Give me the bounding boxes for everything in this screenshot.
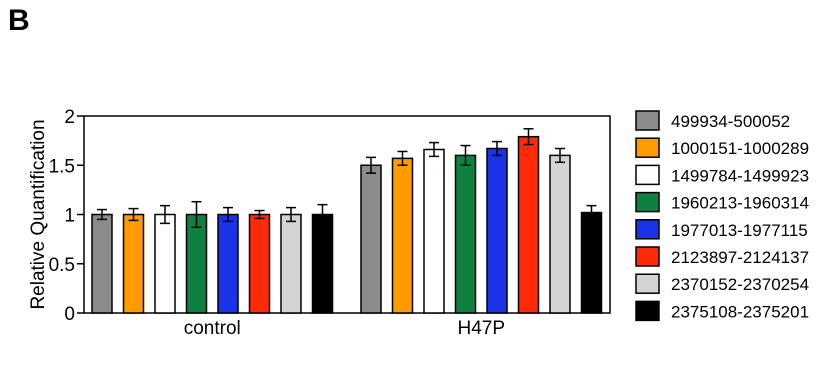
bar (454, 154, 477, 314)
legend: 499934-500052 1000151-1000289 1499784-1499… (635, 110, 809, 322)
legend-label: 2375108-2375201 (671, 302, 809, 321)
legend-swatch (635, 273, 660, 294)
legend-label: 1000151-1000289 (671, 139, 809, 158)
category-label: H47P (457, 318, 505, 339)
bar (122, 213, 145, 314)
legend-label: 2370152-2370254 (671, 275, 809, 294)
bar (423, 148, 445, 314)
bar (280, 213, 302, 314)
bar (391, 157, 414, 314)
legend-label: 1977013-1977115 (671, 221, 808, 240)
bar (486, 147, 508, 314)
bar (154, 213, 176, 314)
legend-swatch (635, 164, 660, 186)
legend-swatch (635, 300, 660, 322)
bar (311, 213, 334, 314)
legend-label: 499934-500052 (671, 112, 790, 131)
category-label: control (184, 318, 241, 339)
legend-label: 1499784-1499923 (671, 166, 809, 185)
y-tick-label: 2 (64, 107, 75, 128)
legend-swatch (635, 219, 660, 240)
bar (91, 213, 113, 314)
bar (185, 213, 208, 314)
bar (217, 213, 239, 314)
y-axis-label: Relative Quantification (28, 119, 49, 309)
bar (549, 154, 571, 314)
legend-swatch (635, 137, 660, 158)
y-tick-label: 0.5 (49, 255, 75, 276)
legend-label: 2123897-2124137 (671, 248, 809, 267)
legend-swatch (635, 246, 660, 267)
y-tick-label: 1.5 (49, 156, 75, 177)
legend-swatch (635, 191, 660, 213)
bar (517, 135, 540, 314)
panel-label: B (8, 4, 30, 37)
legend-label: 1960213-1960314 (671, 194, 809, 213)
plot-area: 0 0.5 1 1.5 2 Relative Quantification control H… (28, 107, 611, 339)
bar (248, 213, 271, 314)
bar (580, 211, 603, 314)
bar (360, 164, 382, 314)
y-tick-label: 1 (64, 206, 75, 227)
y-tick-label: 0 (64, 304, 75, 325)
legend-swatch (635, 110, 660, 131)
